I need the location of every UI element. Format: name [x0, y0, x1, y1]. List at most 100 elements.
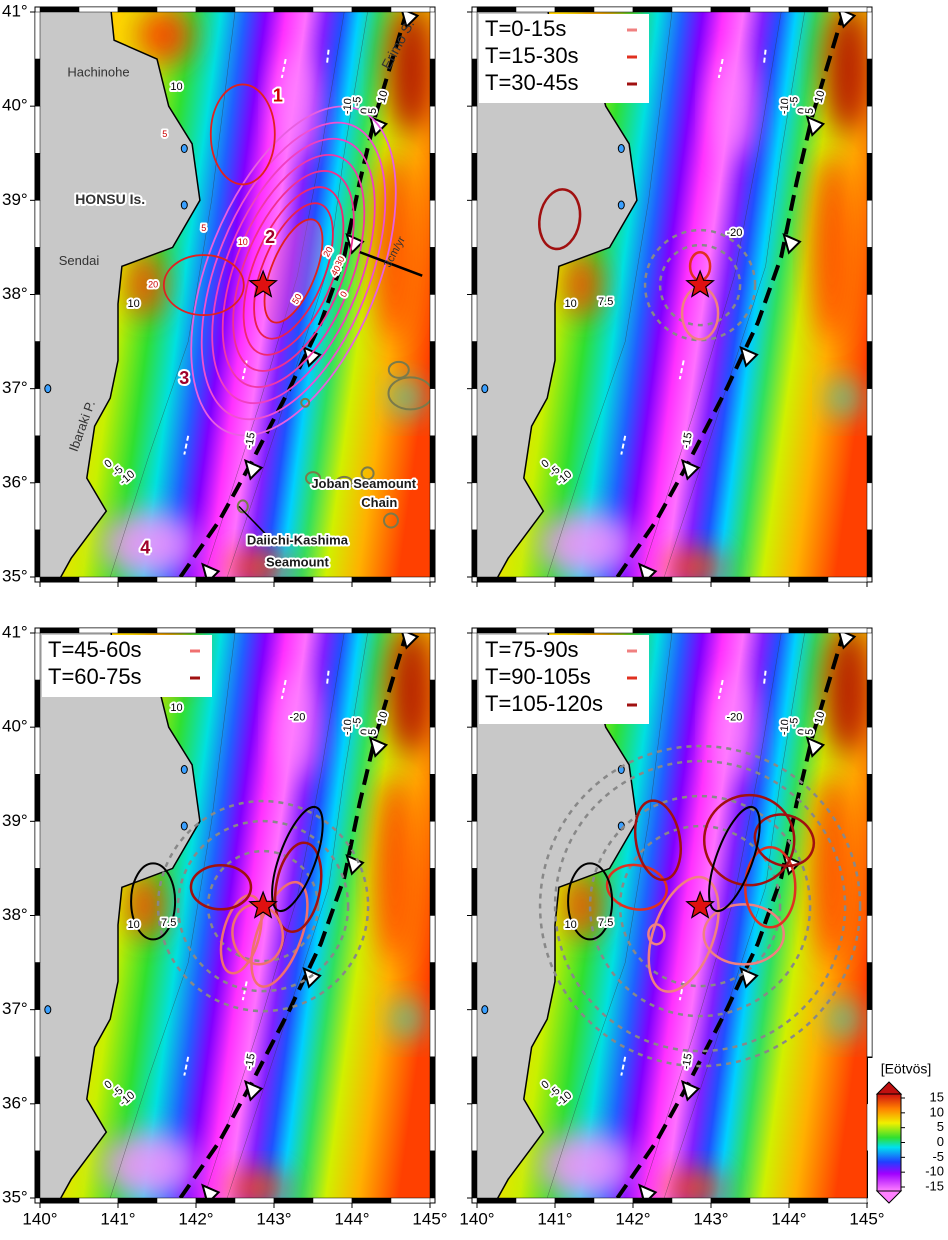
frame-segment [866, 482, 873, 531]
frame-segment [117, 1197, 158, 1204]
contour-label: 20 [148, 279, 158, 289]
contour-label: 7.5 [598, 917, 613, 929]
black-contour [567, 862, 614, 941]
frame-segment [195, 1197, 236, 1204]
lon-tick-label: 143° [256, 1209, 291, 1228]
frame-segment [34, 1009, 41, 1058]
map-annotation: Daiichi-Kashima [247, 533, 349, 548]
colorbar-min-arrow [875, 1190, 903, 1204]
contour-label: -10 [778, 719, 791, 736]
frame-segment [515, 6, 556, 13]
frame-segment [39, 576, 80, 583]
contour-label: -5 [351, 717, 364, 728]
wavefront-circle [588, 794, 812, 1018]
frame-segment [471, 529, 478, 578]
frame-segment [429, 105, 436, 154]
frame-segment [471, 679, 478, 728]
frame-segment [593, 1197, 634, 1204]
lon-tick-label: 140° [22, 1209, 57, 1228]
map-annotation: Joban Seamount [311, 476, 416, 491]
frame-segment [515, 627, 556, 634]
white-dash [620, 1056, 627, 1076]
frame-segment [429, 58, 436, 107]
epicenter-star [248, 890, 278, 919]
frame-segment [471, 200, 478, 248]
frame-segment [429, 529, 436, 578]
frame-segment [34, 679, 41, 728]
seamount [300, 397, 311, 408]
field-anomaly [375, 774, 415, 963]
contour-label: 0 [796, 728, 808, 735]
lat-tick-label: 40° [2, 717, 28, 736]
frame-segment [429, 868, 436, 916]
frame-segment [710, 6, 751, 13]
white-dash [763, 49, 767, 64]
legend-label: T=45-60s [48, 637, 142, 662]
frame-segment [34, 294, 41, 342]
field-contour [546, 12, 673, 577]
colorbar-tick-label: -10 [925, 1164, 944, 1179]
white-dash [620, 435, 627, 455]
islet [44, 1005, 52, 1015]
frame-segment [866, 200, 873, 248]
field-contour [109, 12, 236, 577]
contour-label: -20 [726, 712, 742, 724]
epicenter-star [685, 890, 715, 919]
frame-segment [39, 6, 80, 13]
frame-segment [34, 435, 41, 484]
colorbar-max-arrow [875, 1081, 903, 1095]
slip-contour [209, 83, 276, 186]
rupture-contour [219, 894, 263, 975]
contour-label: 10 [170, 702, 182, 714]
frame-segment [866, 774, 873, 822]
frame-segment [471, 105, 478, 154]
frame-segment [471, 915, 478, 963]
frame-segment [471, 153, 478, 201]
white-dash [183, 435, 190, 455]
contour-label: 7.5 [161, 917, 176, 929]
slip-contour [190, 105, 397, 437]
frame-segment [632, 576, 673, 583]
epicenter-star [685, 269, 715, 298]
wavefront-circle [156, 799, 370, 1013]
rupture-contour [753, 813, 816, 868]
trench-triangle [739, 966, 759, 989]
field-anomaly [812, 774, 852, 963]
contour-label: -15 [680, 432, 695, 450]
frame-segment [471, 388, 478, 436]
white-dash [678, 360, 685, 380]
contour-label: -10 [341, 719, 354, 736]
frame-segment [156, 576, 197, 583]
frame-segment [866, 341, 873, 389]
frame-segment [78, 1197, 119, 1204]
map-annotation: Sendai [59, 253, 100, 268]
frame-segment [671, 627, 712, 634]
black-contour [708, 805, 761, 913]
map-annotation: Hachinohe [67, 65, 129, 80]
rupture-contour [605, 863, 668, 911]
slip-contour [162, 254, 245, 316]
lat-tick-label: 35° [2, 1187, 28, 1206]
frame-segment [471, 821, 478, 869]
map-panel: 1010-10-505100-5-10-157.5-20T=75-90sT=90… [459, 627, 885, 1228]
frame-segment [351, 627, 392, 634]
frame-segment [554, 576, 595, 583]
frame-segment [827, 6, 868, 13]
islet [481, 384, 489, 394]
trench [178, 12, 409, 577]
white-dash [326, 49, 330, 64]
islet [481, 1005, 489, 1015]
legend-label: T=90-105s [485, 664, 591, 689]
frame-segment [788, 627, 829, 634]
frame-segment [866, 294, 873, 342]
frame-segment [671, 576, 712, 583]
frame-segment [351, 1197, 392, 1204]
field-anomaly [828, 1000, 860, 1038]
frame-segment [788, 6, 829, 13]
colorbar-tick-label: -5 [932, 1149, 944, 1164]
seamount [335, 475, 354, 490]
frame-segment [34, 1056, 41, 1105]
pointer-arrow [238, 505, 267, 536]
white-dash [326, 670, 330, 685]
contour-label: 10 [238, 237, 248, 247]
